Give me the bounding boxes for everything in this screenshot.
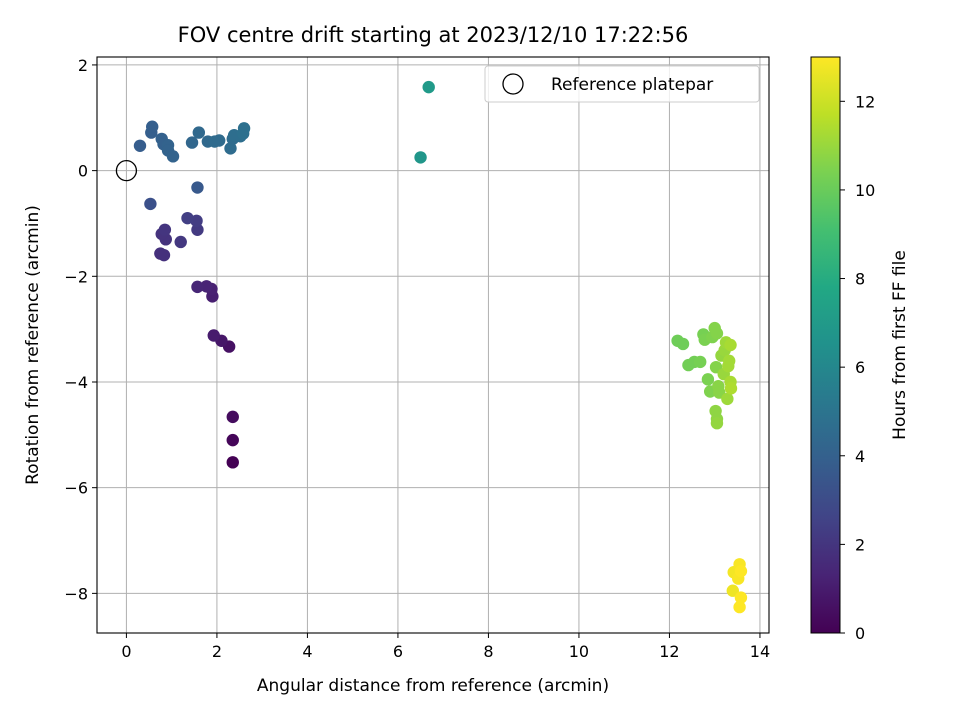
data-point xyxy=(192,126,206,139)
data-point xyxy=(144,197,157,211)
y-tick-label: −2 xyxy=(64,267,88,286)
data-point xyxy=(734,564,748,578)
x-tick-label: 4 xyxy=(302,642,312,661)
data-point xyxy=(237,122,251,135)
data-point xyxy=(133,139,147,152)
scatter-points xyxy=(133,80,748,614)
data-point xyxy=(200,280,213,293)
colorbar-gradient xyxy=(810,56,841,634)
colorbar-ticks: 0 2 4 6 8 10 12 xyxy=(840,92,875,643)
data-point xyxy=(724,338,737,352)
data-point xyxy=(422,80,435,94)
legend-label: Reference platepar xyxy=(551,75,713,95)
data-point xyxy=(154,247,167,260)
colorbar: 0 2 4 6 8 10 12 Hours from first FF file xyxy=(810,56,910,643)
plot-area: 0 2 4 6 8 10 12 14 −8 −6 −4 −2 0 2 Reference platepa… xyxy=(64,56,770,661)
plot-frame xyxy=(96,56,770,634)
data-point xyxy=(158,223,172,236)
y-axis-ticks: −8 −6 −4 −2 0 2 xyxy=(64,56,97,603)
data-point xyxy=(207,329,220,342)
data-point xyxy=(166,150,180,163)
x-tick-label: 0 xyxy=(121,642,131,661)
y-tick-label: −4 xyxy=(64,373,88,392)
legend-box xyxy=(484,65,760,103)
x-tick-label: 6 xyxy=(393,642,403,661)
data-point xyxy=(191,181,204,194)
colorbar-tick-label: 6 xyxy=(855,358,865,377)
reference-platepar-marker xyxy=(115,159,138,182)
chart-title: FOV centre drift starting at 2023/12/10 … xyxy=(178,23,689,47)
data-point xyxy=(191,280,204,294)
data-point xyxy=(181,211,194,225)
data-point xyxy=(701,373,715,386)
data-point xyxy=(694,355,707,369)
data-point xyxy=(212,134,226,147)
data-point xyxy=(733,600,746,614)
data-point xyxy=(726,584,739,597)
data-point xyxy=(710,327,724,340)
y-tick-label: −6 xyxy=(64,479,88,498)
data-point xyxy=(414,151,427,164)
data-point xyxy=(676,337,690,351)
data-point xyxy=(146,120,159,133)
reference-point xyxy=(115,159,138,182)
data-point xyxy=(722,354,736,368)
x-axis-label: Angular distance from reference (arcmin) xyxy=(257,676,609,696)
data-point xyxy=(174,235,187,249)
data-point xyxy=(226,433,239,447)
data-point xyxy=(724,382,738,395)
data-point xyxy=(710,417,724,430)
legend: Reference platepar xyxy=(484,65,760,103)
x-tick-label: 14 xyxy=(750,642,770,661)
colorbar-tick-label: 0 xyxy=(855,624,865,643)
x-tick-label: 12 xyxy=(659,642,679,661)
x-tick-label: 8 xyxy=(483,642,493,661)
legend-marker-open-circle xyxy=(502,73,524,95)
colorbar-tick-label: 4 xyxy=(855,447,865,466)
y-tick-label: 0 xyxy=(78,162,88,181)
x-tick-label: 2 xyxy=(212,642,222,661)
y-tick-label: −8 xyxy=(64,584,88,603)
data-point xyxy=(734,591,748,604)
x-axis-ticks: 0 2 4 6 8 10 12 14 xyxy=(121,633,770,661)
colorbar-tick-label: 2 xyxy=(855,535,865,554)
data-point xyxy=(185,136,199,149)
data-point xyxy=(721,392,734,406)
data-point xyxy=(191,223,204,236)
x-tick-label: 10 xyxy=(569,642,589,661)
colorbar-tick-label: 8 xyxy=(855,270,865,289)
colorbar-tick-label: 12 xyxy=(855,92,875,111)
y-tick-label: 2 xyxy=(78,56,88,75)
data-point xyxy=(224,142,237,155)
data-point xyxy=(226,456,239,469)
y-axis-label: Rotation from reference (arcmin) xyxy=(23,205,43,485)
data-point xyxy=(226,410,239,424)
colorbar-label: Hours from first FF file xyxy=(890,250,910,440)
colorbar-tick-label: 10 xyxy=(855,181,875,200)
grid xyxy=(97,57,769,633)
